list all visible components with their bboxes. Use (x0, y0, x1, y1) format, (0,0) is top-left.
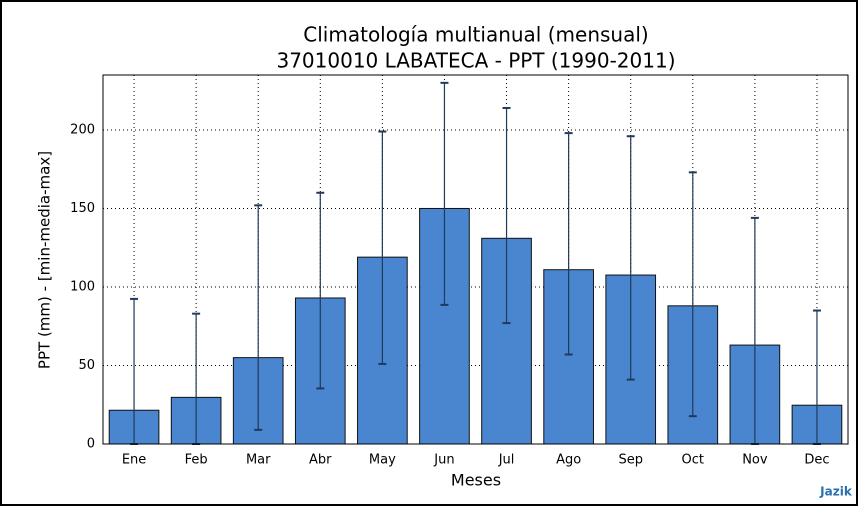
x-axis-label: Meses (451, 471, 501, 490)
chart-subtitle: 37010010 LABATECA - PPT (1990-2011) (276, 49, 675, 73)
y-tick-label: 200 (70, 122, 95, 137)
x-tick-label: Feb (185, 453, 208, 468)
x-tick-label: Jul (498, 453, 515, 468)
x-tick-label: Dec (804, 453, 829, 468)
x-tick-label: Ago (556, 453, 581, 468)
x-tick-label: Oct (682, 453, 704, 468)
x-tick-label: Ene (122, 453, 146, 468)
y-tick-label: 0 (87, 437, 95, 452)
x-tick-label: May (369, 453, 396, 468)
x-tick-label: Jun (433, 453, 454, 468)
chart-title: Climatología multianual (mensual) (303, 23, 648, 47)
y-tick-label: 50 (78, 358, 95, 373)
x-tick-label: Sep (618, 453, 643, 468)
y-axis-label: PPT (mm) - [min-media-max] (36, 151, 54, 369)
watermark: Jazik (819, 485, 853, 499)
y-tick-label: 100 (70, 279, 95, 294)
x-tick-label: Nov (742, 453, 768, 468)
plot-frame (102, 74, 849, 445)
x-tick-label: Abr (309, 453, 332, 468)
x-tick-label: Mar (246, 453, 271, 468)
y-tick-label: 150 (70, 201, 95, 216)
